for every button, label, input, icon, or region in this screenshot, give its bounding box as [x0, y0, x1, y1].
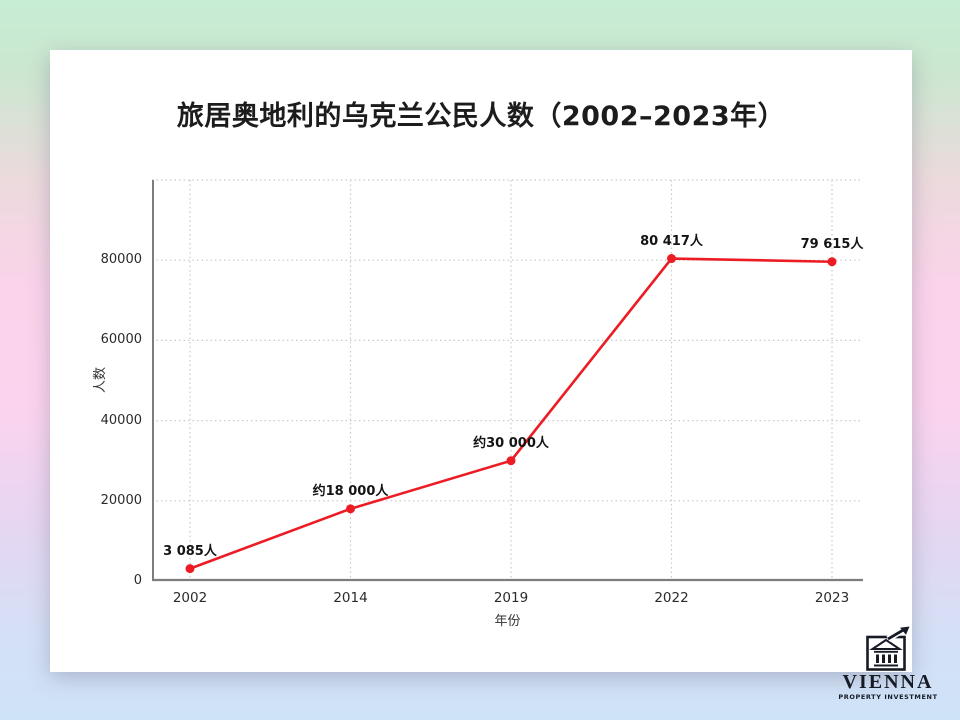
data-point	[346, 504, 355, 514]
x-tick-label: 2019	[493, 590, 529, 606]
data-point-label: 3 085人	[163, 543, 217, 559]
y-axis-title: 人数	[93, 367, 108, 394]
data-point	[667, 254, 676, 264]
building-growth-arrow-icon	[866, 626, 910, 671]
data-point	[185, 564, 195, 574]
data-point-label: 约30 000人	[473, 435, 549, 451]
data-point	[827, 257, 837, 267]
y-tick-label: 0	[133, 573, 142, 588]
x-tick-label: 2022	[654, 590, 689, 606]
data-point-label: 80 417人	[640, 233, 703, 249]
logo-name: VIENNA	[842, 671, 934, 693]
x-tick-label: 2023	[814, 590, 850, 606]
logo-vienna-property-investment: VIENNA PROPERTY INVESTMENT	[838, 626, 938, 702]
y-tick-label: 60000	[100, 332, 142, 348]
line-chart	[152, 179, 863, 582]
y-tick-label: 20000	[100, 492, 142, 508]
x-tick-label: 2002	[172, 590, 208, 606]
chart-title: 旅居奥地利的乌克兰公民人数（2002–2023年）	[176, 101, 786, 132]
x-axis-title: 年份	[494, 614, 521, 629]
y-tick-label: 40000	[100, 412, 142, 428]
chart-card: 旅居奥地利的乌克兰公民人数（2002–2023年） 人数 年份 0 20000 40…	[50, 50, 912, 672]
data-point-label: 约18 000人	[312, 483, 389, 499]
y-tick-label: 80000	[100, 252, 142, 268]
data-point	[506, 456, 516, 466]
data-point-label: 79 615人	[800, 236, 864, 252]
x-tick-label: 2014	[333, 590, 368, 606]
logo-tagline: PROPERTY INVESTMENT	[838, 693, 938, 701]
plot-area: 0 20000 40000 60000 80000 2002 2014 2019 2022 202…	[101, 179, 863, 606]
